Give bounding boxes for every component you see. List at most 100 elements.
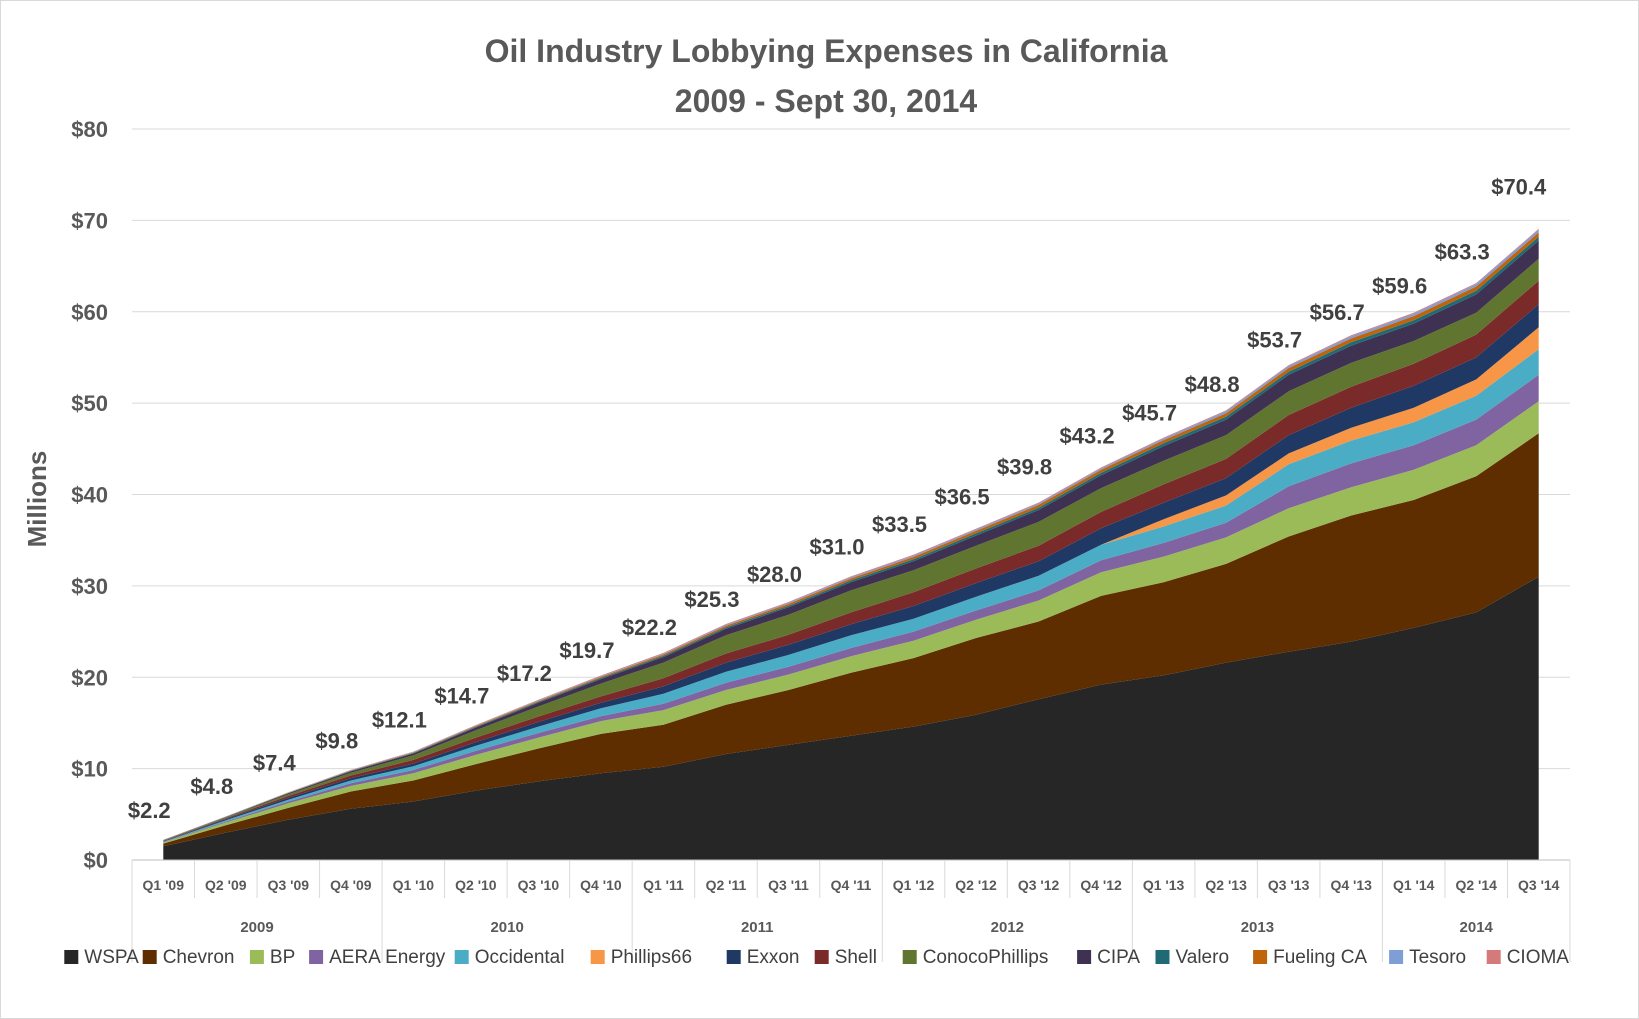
total-data-label: $12.1 (372, 707, 427, 732)
x-tick-label: Q1 '14 (1393, 877, 1435, 893)
x-tick-label: Q3 '12 (1018, 877, 1060, 893)
legend-swatch-fueling-ca (1253, 950, 1268, 964)
total-data-label: $33.5 (872, 512, 927, 537)
y-tick-label: $20 (71, 665, 108, 690)
x-tick-label: Q4 '13 (1330, 877, 1372, 893)
year-label: 2014 (1460, 919, 1494, 936)
total-data-label: $43.2 (1060, 423, 1115, 448)
legend-swatch-shell (814, 950, 829, 964)
total-data-label: $17.2 (497, 661, 552, 686)
y-tick-label: $0 (84, 848, 108, 873)
legend-swatch-aera-energy (309, 950, 324, 964)
total-data-label: $36.5 (935, 484, 990, 509)
x-tick-label: Q1 '11 (643, 877, 684, 893)
total-data-label: $7.4 (253, 750, 297, 775)
total-data-label: $2.2 (128, 798, 171, 823)
y-tick-label: $50 (71, 391, 108, 416)
year-label: 2009 (240, 919, 273, 936)
year-label: 2010 (490, 919, 523, 936)
total-data-label: $14.7 (434, 684, 489, 709)
legend-label-chevron: Chevron (163, 947, 235, 968)
x-tick-label: Q4 '12 (1080, 877, 1122, 893)
x-tick-label: Q3 '10 (518, 877, 560, 893)
y-axis-label: Millions (22, 451, 52, 548)
area-chevron (163, 433, 1539, 847)
legend-swatch-conocophillips (902, 950, 917, 964)
legend-label-phillips66: Phillips66 (611, 947, 692, 968)
y-tick-label: $10 (71, 757, 108, 782)
x-tick-label: Q2 '09 (205, 877, 247, 893)
total-data-label: $53.7 (1247, 327, 1302, 352)
total-data-label: $4.8 (190, 774, 233, 799)
total-data-label: $59.6 (1372, 273, 1427, 298)
total-data-label: $22.2 (622, 615, 677, 640)
legend-label-valero: Valero (1176, 947, 1230, 968)
x-tick-label: Q1 '12 (893, 877, 935, 893)
total-data-label: $39.8 (997, 454, 1052, 479)
y-axis-ticks: $0 $10 $20 $30 $40 $50 $60 $70 $80 (71, 117, 108, 873)
y-tick-label: $30 (71, 574, 108, 599)
legend-label-bp: BP (270, 947, 295, 968)
total-data-label: $63.3 (1435, 240, 1490, 265)
legend-swatch-occidental (454, 950, 469, 964)
x-tick-label: Q3 '13 (1268, 877, 1310, 893)
y-tick-label: $60 (71, 300, 108, 325)
area-wspa (163, 576, 1539, 860)
total-data-label: $48.8 (1185, 372, 1240, 397)
legend-label-aera-energy: AERA Energy (329, 947, 446, 968)
total-data-label: $19.7 (559, 638, 614, 663)
legend-label-wspa: WSPA (84, 947, 139, 968)
legend-swatch-tesoro (1389, 950, 1404, 964)
chart-title: Oil Industry Lobbying Expenses in Califo… (485, 33, 1168, 69)
total-labels: $2.2 $4.8 $7.4 $9.8 $12.1 $14.7 $17.2 $19.7 $22.… (128, 175, 1547, 823)
x-tick-label: Q4 '11 (831, 877, 872, 893)
x-tick-label: Q2 '14 (1455, 877, 1497, 893)
legend-swatch-wspa (64, 950, 79, 964)
x-tick-label: Q2 '12 (955, 877, 997, 893)
x-tick-label: Q1 '10 (393, 877, 435, 893)
legend-label-occidental: Occidental (475, 947, 565, 968)
x-tick-label: Q3 '09 (268, 877, 310, 893)
x-tick-label: Q2 '10 (455, 877, 497, 893)
year-label: 2012 (991, 919, 1024, 936)
legend-swatch-valero (1155, 950, 1170, 964)
legend-swatch-bp (249, 950, 264, 964)
total-data-label: $9.8 (315, 728, 358, 753)
x-tick-label: Q3 '11 (768, 877, 809, 893)
legend-label-tesoro: Tesoro (1409, 947, 1466, 968)
x-tick-label: Q1 '09 (143, 877, 185, 893)
legend-swatch-cioma (1486, 950, 1501, 964)
x-tick-label: Q2 '13 (1205, 877, 1247, 893)
chart-subtitle: 2009 - Sept 30, 2014 (675, 83, 978, 119)
x-tick-label: Q4 '09 (330, 877, 372, 893)
x-tick-label: Q3 '14 (1518, 877, 1560, 893)
x-tick-label: Q2 '11 (706, 877, 747, 893)
legend-swatch-cipa (1077, 950, 1092, 964)
x-tick-label: Q4 '10 (580, 877, 622, 893)
legend-label-cioma: CIOMA (1507, 947, 1570, 968)
legend-swatch-phillips66 (590, 950, 605, 964)
total-data-label: $56.7 (1310, 300, 1365, 325)
x-tick-label: Q1 '13 (1143, 877, 1185, 893)
total-data-label: $25.3 (684, 587, 739, 612)
total-data-label: $28.0 (747, 562, 802, 587)
legend-label-cipa: CIPA (1097, 947, 1140, 968)
legend-swatch-exxon (726, 950, 741, 964)
x-axis: Q1 '09 Q2 '09 Q3 '09 Q4 '09 Q1 '10 Q2 '10 Q3 '… (131, 859, 1571, 962)
total-data-label: $45.7 (1122, 400, 1177, 425)
legend-label-shell: Shell (835, 947, 877, 968)
legend-label-exxon: Exxon (747, 947, 800, 968)
area-series (163, 228, 1539, 860)
total-data-label: $31.0 (809, 535, 864, 560)
year-label: 2011 (741, 919, 774, 936)
legend-label-conocophillips: ConocoPhillips (923, 947, 1049, 968)
year-label: 2013 (1241, 919, 1274, 936)
y-tick-label: $80 (71, 117, 108, 142)
legend: WSPA Chevron BP AERA Energy Occidental Philli… (64, 947, 1569, 968)
total-data-label: $70.4 (1491, 175, 1547, 200)
legend-label-fueling-ca: Fueling CA (1273, 947, 1367, 968)
y-tick-label: $70 (71, 208, 108, 233)
y-tick-label: $40 (71, 483, 108, 508)
